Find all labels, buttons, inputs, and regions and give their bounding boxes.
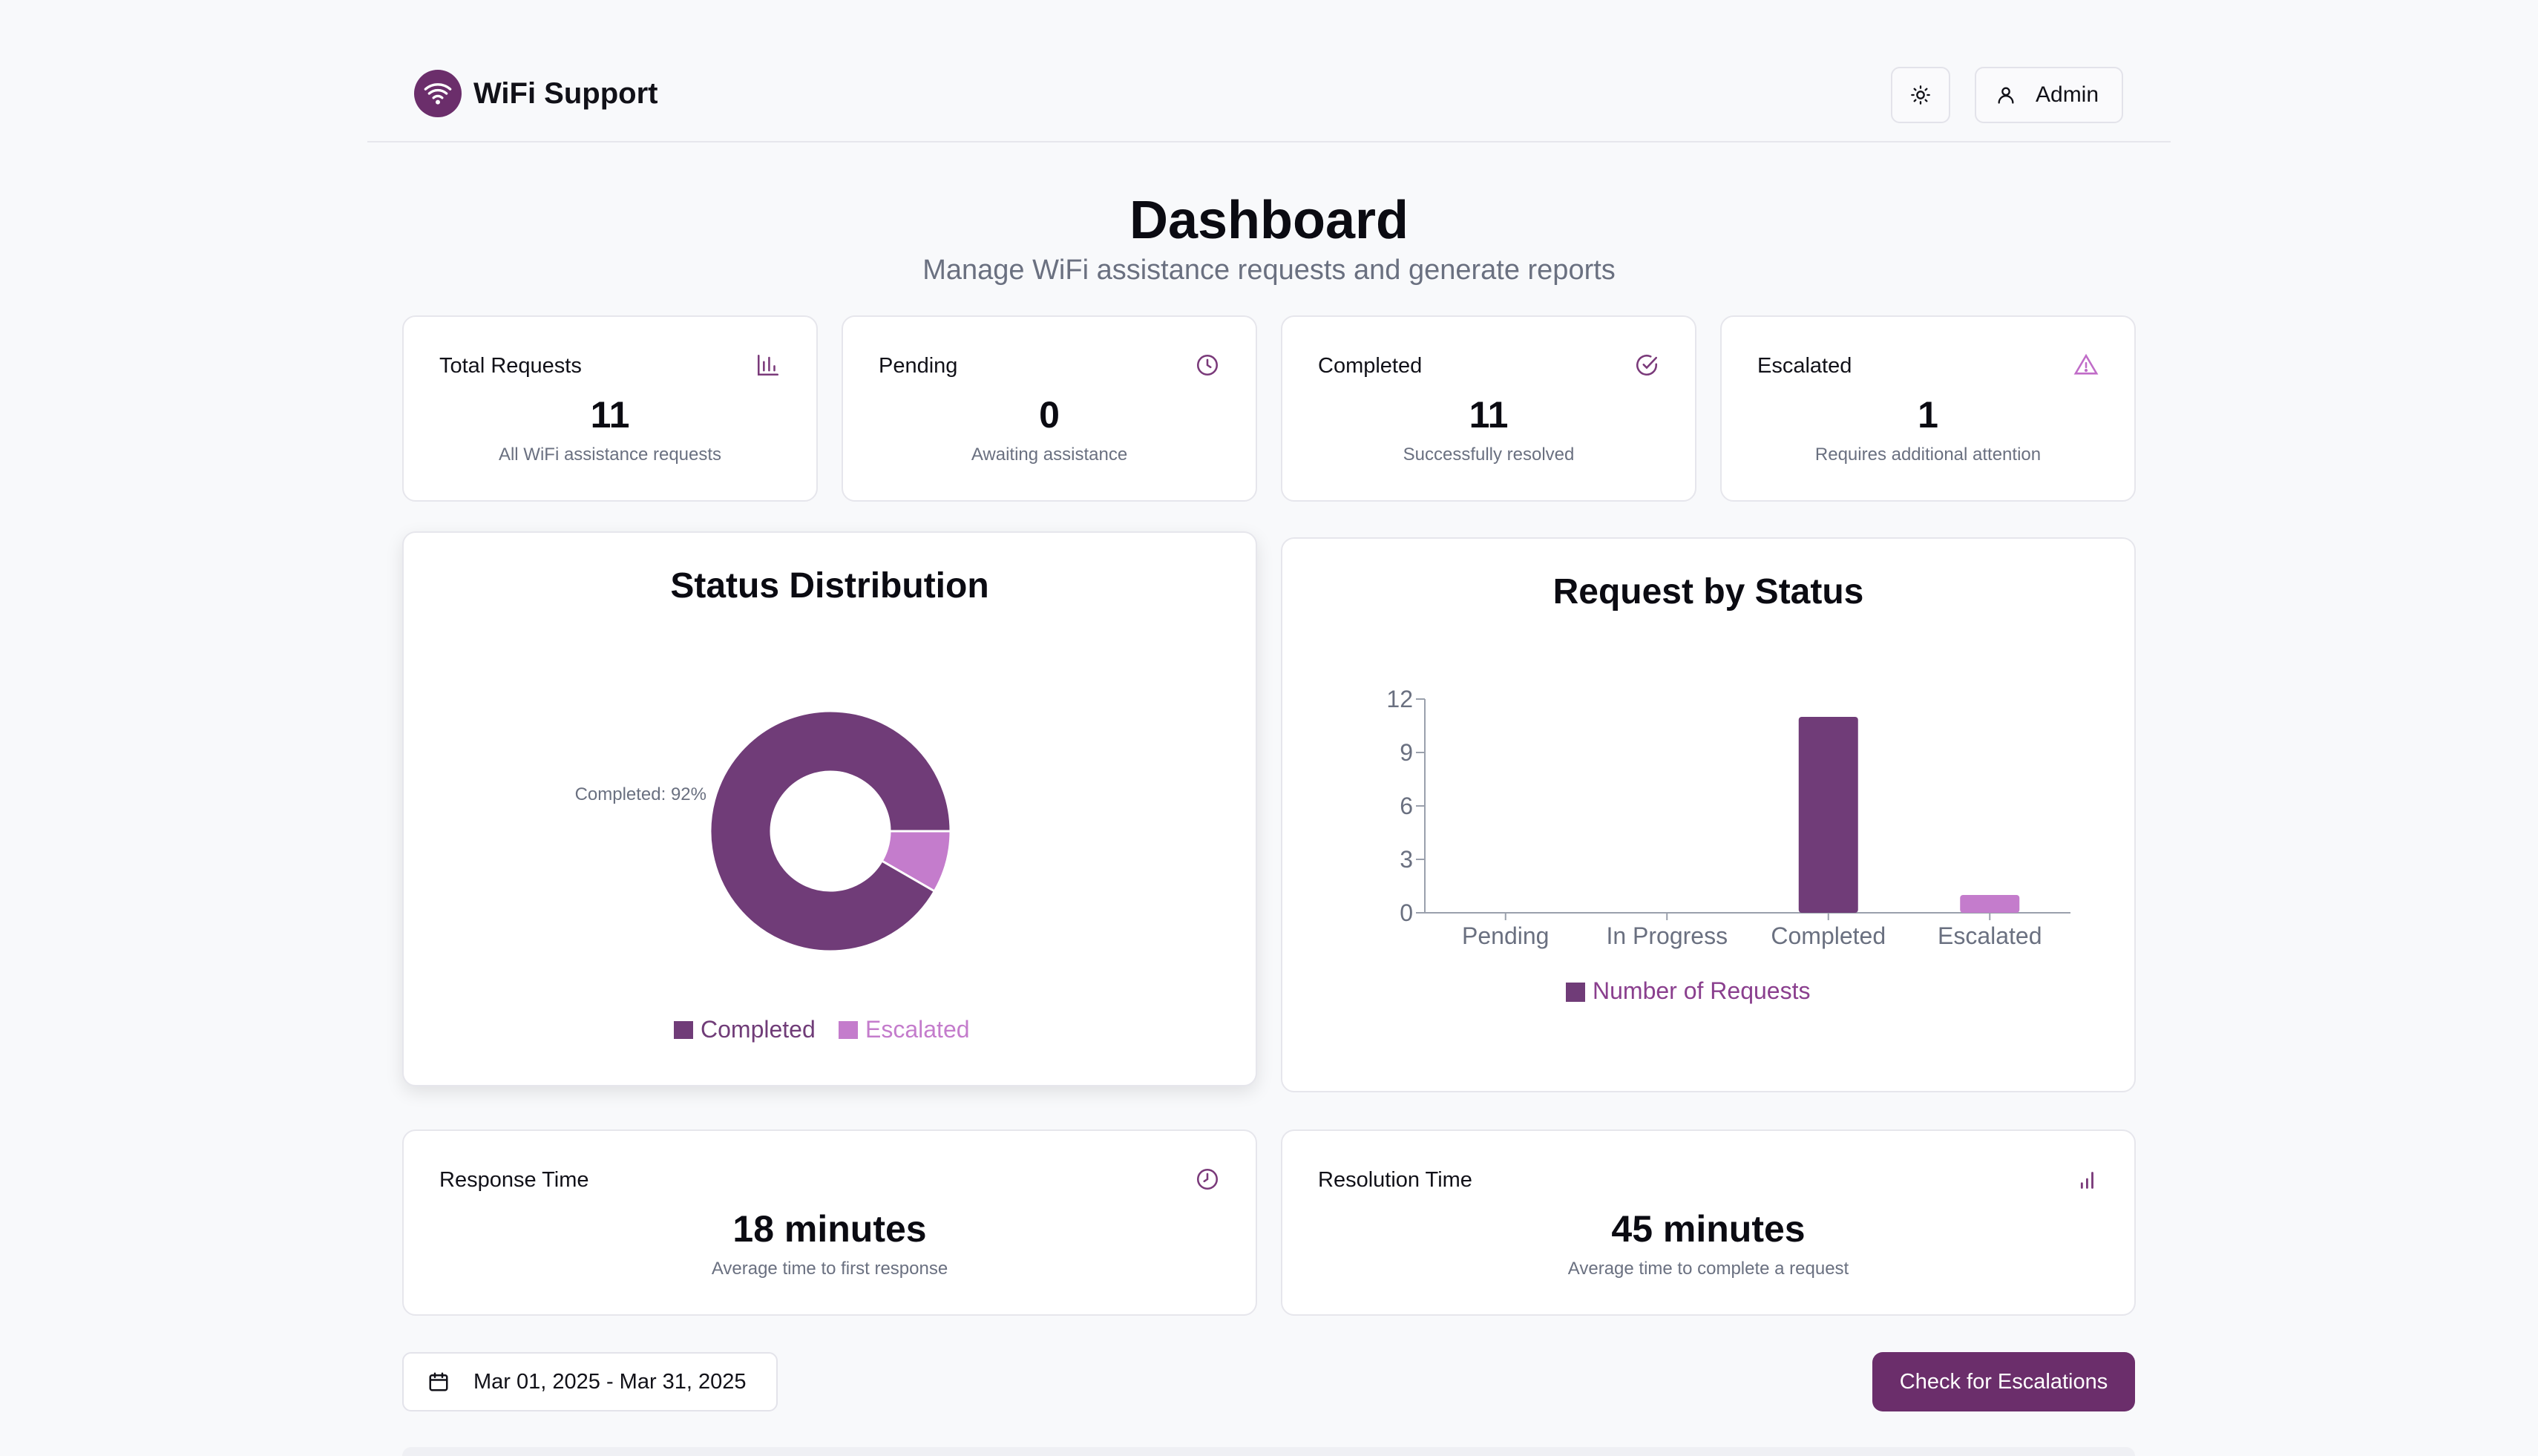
page-title: Dashboard (1129, 191, 1409, 250)
stat-value: 11 (1469, 394, 1509, 436)
status-distribution-chart: Completed: 92% Completed Escalated (575, 709, 970, 1043)
sun-icon (1911, 85, 1930, 105)
metric-value: 45 minutes (1611, 1208, 1806, 1250)
status-distribution-card: Status Distribution Completed: 92% Comple… (402, 531, 1257, 1086)
stat-title: Total Requests (439, 354, 582, 378)
theme-toggle-button[interactable] (1891, 67, 1950, 123)
y-tick-label: 0 (1400, 899, 1413, 926)
top-header: WiFi Support Admin (367, 0, 2171, 142)
clock-icon (1196, 354, 1219, 376)
stat-card-escalated: Escalated 1 Requires additional attentio… (1720, 315, 2136, 502)
legend-label-completed[interactable]: Completed (701, 1016, 816, 1043)
metric-value: 18 minutes (732, 1208, 927, 1250)
check-circle-icon (1636, 354, 1658, 376)
bar-completed[interactable] (1798, 717, 1858, 913)
stat-value: 0 (1039, 394, 1060, 436)
pie-slice-label: Completed: 92% (575, 784, 706, 804)
y-tick-label: 6 (1400, 793, 1413, 819)
legend-swatch-completed (674, 1021, 693, 1039)
calendar-icon (429, 1372, 448, 1391)
alert-triangle-icon (2073, 353, 2099, 375)
request-by-status-card: Request by Status 0 3 6 9 12 Pending In Progre… (1281, 537, 2136, 1092)
legend-label-number-of-requests[interactable]: Number of Requests (1593, 977, 1810, 1004)
y-tick-label: 12 (1386, 686, 1413, 712)
date-range-picker[interactable]: Mar 01, 2025 - Mar 31, 2025 (402, 1352, 778, 1411)
bar-escalated[interactable] (1960, 895, 2020, 913)
page-subtitle: Manage WiFi assistance requests and gene… (922, 255, 1616, 286)
chart-title: Request by Status (1552, 572, 1864, 611)
x-tick-label: Escalated (1938, 922, 2042, 949)
stat-value: 1 (1918, 394, 1938, 436)
y-tick-label: 9 (1400, 739, 1413, 766)
app-title[interactable]: WiFi Support (473, 77, 658, 110)
clock-icon (1196, 1168, 1219, 1190)
x-tick-label: Pending (1462, 922, 1549, 949)
stat-description: Awaiting assistance (971, 445, 1128, 465)
chart-title: Status Distribution (670, 566, 989, 606)
y-tick-label: 3 (1400, 846, 1413, 873)
x-tick-label: In Progress (1606, 922, 1728, 949)
metric-card-response-time: Response Time 18 minutes Average time to… (402, 1129, 1257, 1316)
stat-title: Escalated (1757, 354, 1852, 378)
stat-card-pending: Pending 0 Awaiting assistance (842, 315, 1257, 502)
admin-user-button[interactable]: Admin (1975, 67, 2123, 123)
bar-chart-icon (757, 354, 779, 376)
stat-card-total-requests: Total Requests 11 All WiFi assistance re… (402, 315, 818, 502)
legend-swatch-number-of-requests (1566, 983, 1585, 1002)
stat-description: Requires additional attention (1814, 445, 2042, 465)
admin-label: Admin (2036, 82, 2099, 107)
stat-value: 11 (590, 394, 630, 436)
date-range-label: Mar 01, 2025 - Mar 31, 2025 (473, 1369, 747, 1394)
signal-bars-icon (2080, 1172, 2093, 1189)
metric-title: Resolution Time (1318, 1168, 1472, 1192)
metric-card-resolution-time: Resolution Time 45 minutes Average time … (1281, 1129, 2136, 1316)
metric-description: Average time to complete a request (1567, 1259, 1849, 1279)
metric-description: Average time to first response (711, 1259, 948, 1279)
metric-title: Response Time (439, 1168, 589, 1192)
stat-description: All WiFi assistance requests (498, 445, 722, 465)
pie-slice-completed[interactable] (709, 709, 952, 953)
legend-swatch-escalated (839, 1021, 858, 1039)
x-tick-label: Completed (1771, 922, 1886, 949)
stat-description: Successfully resolved (1403, 445, 1575, 465)
stat-title: Completed (1318, 354, 1423, 378)
stat-title: Pending (879, 354, 958, 378)
user-icon (1998, 87, 2014, 104)
next-section-edge (402, 1447, 2135, 1456)
legend-label-escalated[interactable]: Escalated (865, 1016, 970, 1043)
wifi-icon (414, 70, 462, 117)
check-escalations-button[interactable]: Check for Escalations (1872, 1352, 2135, 1411)
request-by-status-chart: 0 3 6 9 12 Pending In Progress Completed Escalat… (1386, 686, 2070, 1004)
stat-card-completed: Completed 11 Successfully resolved (1281, 315, 1696, 502)
